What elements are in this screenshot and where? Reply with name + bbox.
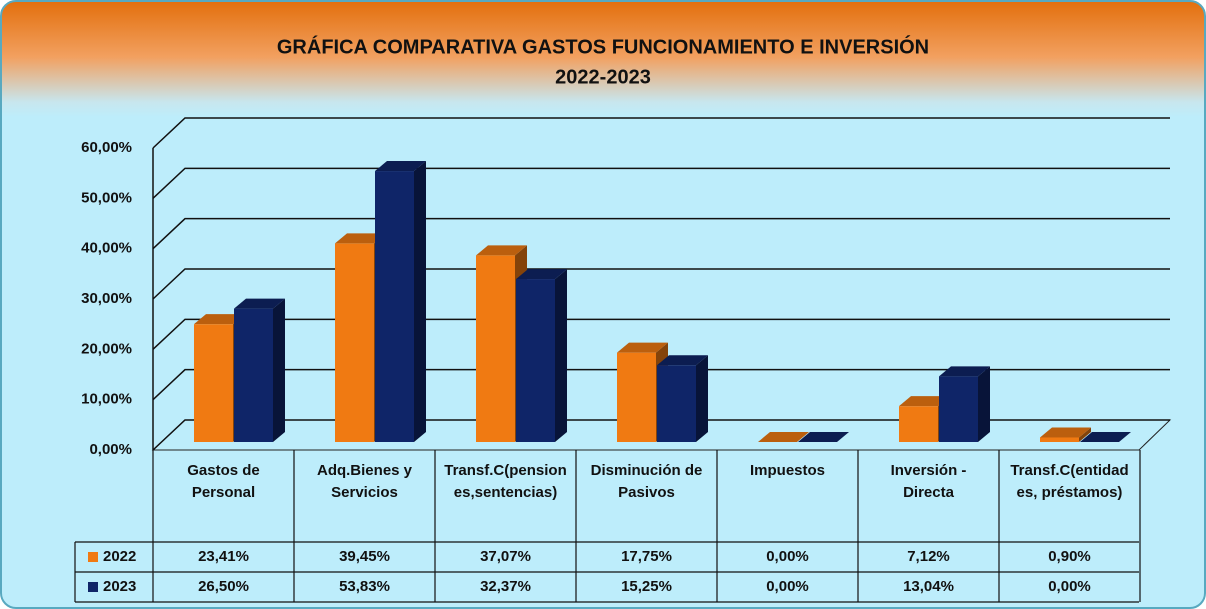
bar-top xyxy=(758,432,809,442)
value-label: 39,45% xyxy=(339,548,390,565)
bar xyxy=(617,352,656,442)
bar xyxy=(899,406,938,442)
bar-side xyxy=(1079,427,1091,442)
bar xyxy=(375,171,414,442)
y-tick-label: 20,00% xyxy=(81,340,132,357)
grid-line xyxy=(152,419,1170,451)
grid-line xyxy=(152,117,1170,149)
value-label: 0,90% xyxy=(1048,548,1091,565)
value-label: 37,07% xyxy=(480,548,531,565)
bar-side xyxy=(555,269,567,442)
value-label: 7,12% xyxy=(907,548,950,565)
bar-top xyxy=(516,269,567,280)
value-label: 26,50% xyxy=(198,578,249,595)
category-label: Transf.C(entidades, préstamos) xyxy=(1010,462,1129,501)
grid-line xyxy=(152,167,1170,199)
category-label: Disminución de Pasivos xyxy=(590,462,703,501)
bar xyxy=(516,279,555,442)
value-label: 53,83% xyxy=(339,578,390,595)
chart-title: GRÁFICA COMPARATIVA GASTOS FUNCIONAMIENT… xyxy=(277,34,929,58)
category-label: Gastos de Personal xyxy=(187,462,260,501)
category-label: Impuestos xyxy=(749,462,825,479)
bar xyxy=(1040,437,1079,442)
value-label: 0,00% xyxy=(1048,578,1091,595)
legend-label: 2022 xyxy=(103,548,136,565)
value-label: 32,37% xyxy=(480,578,531,595)
value-label: 15,25% xyxy=(621,578,672,595)
bar-top xyxy=(1080,432,1131,442)
bar xyxy=(657,365,696,442)
bar-top xyxy=(375,161,426,172)
y-tick-label: 10,00% xyxy=(81,391,132,408)
legend-swatch xyxy=(88,582,98,592)
bar-top xyxy=(939,366,990,377)
legend-label: 2023 xyxy=(103,578,136,595)
bar-top xyxy=(798,432,849,442)
bar-side xyxy=(273,298,285,442)
y-tick-label: 30,00% xyxy=(81,290,132,307)
bar-top xyxy=(234,298,285,309)
grid-line xyxy=(152,368,1170,401)
y-tick-label: 0,00% xyxy=(89,441,132,458)
value-label: 13,04% xyxy=(903,578,954,595)
bar-top xyxy=(899,396,950,407)
bar-top xyxy=(194,314,245,325)
bar-side xyxy=(696,355,708,442)
value-label: 23,41% xyxy=(198,548,249,565)
bar-side xyxy=(978,366,990,442)
bar-top xyxy=(657,355,708,366)
bar-top xyxy=(617,342,668,353)
category-label: Transf.C(pensiones,sentencias) xyxy=(444,462,567,501)
legend-swatch xyxy=(88,552,98,562)
category-label: Adq.Bienes y Servicios xyxy=(316,462,413,501)
chart-title: 2022-2023 xyxy=(555,66,651,88)
bar-side xyxy=(414,161,426,442)
bar-top xyxy=(1040,427,1091,438)
grid-line xyxy=(152,217,1170,250)
value-label: 0,00% xyxy=(766,578,809,595)
y-tick-label: 40,00% xyxy=(81,240,132,257)
bar xyxy=(476,255,515,442)
grid-line xyxy=(152,268,1170,300)
bar-top xyxy=(476,245,527,256)
category-label: Inversión - Directa xyxy=(890,462,967,501)
y-tick-label: 50,00% xyxy=(81,189,132,206)
grid-line xyxy=(152,318,1170,350)
bar xyxy=(194,324,233,442)
bar xyxy=(939,376,978,442)
bar xyxy=(234,308,273,442)
bar xyxy=(335,243,374,442)
value-label: 17,75% xyxy=(621,548,672,565)
value-label: 0,00% xyxy=(766,548,809,565)
bar-top xyxy=(335,233,386,244)
y-tick-label: 60,00% xyxy=(81,139,132,156)
